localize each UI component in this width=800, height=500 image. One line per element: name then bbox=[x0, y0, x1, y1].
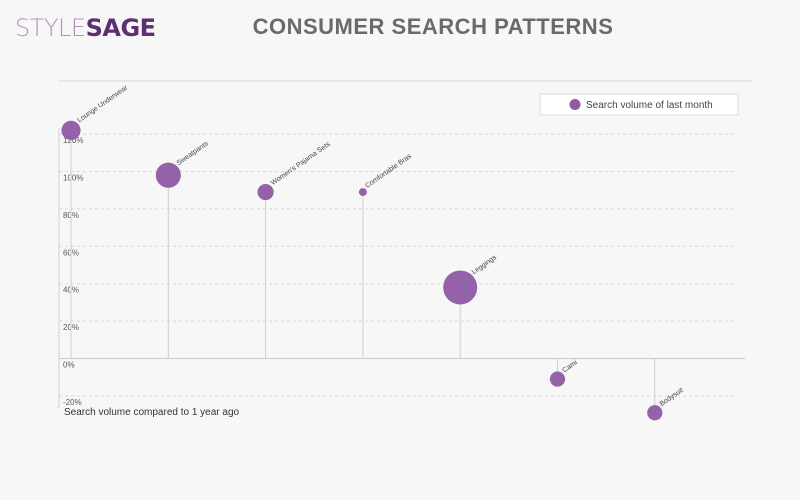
data-bubble[interactable] bbox=[257, 183, 274, 201]
data-bubble[interactable] bbox=[549, 371, 566, 387]
data-label: Sweatpants bbox=[176, 140, 210, 167]
legend-box bbox=[539, 93, 739, 116]
data-label: Women's Pajama Sets bbox=[270, 141, 332, 187]
bubble-layer bbox=[61, 120, 663, 421]
legend: Search volume of last month bbox=[539, 93, 739, 116]
data-bubble[interactable] bbox=[155, 162, 181, 188]
y-tick-label: 0% bbox=[63, 361, 75, 370]
data-label: Lounge Underwear bbox=[76, 84, 129, 124]
data-label: Leggings bbox=[471, 254, 499, 276]
y-tick-label: -20% bbox=[63, 398, 82, 407]
stylesage-logo: STYLESAGE bbox=[15, 14, 156, 42]
data-bubble[interactable] bbox=[358, 188, 367, 197]
y-tick-label: 100% bbox=[63, 174, 83, 183]
x-axis-label: Search volume compared to 1 year ago bbox=[64, 407, 240, 418]
data-bubble[interactable] bbox=[443, 270, 478, 305]
logo-style-text: STYLE bbox=[15, 14, 86, 42]
grid-layer bbox=[59, 80, 752, 397]
legend-swatch bbox=[569, 99, 581, 110]
y-tick-label: 120% bbox=[63, 136, 83, 145]
legend-label: Search volume of last month bbox=[586, 100, 713, 111]
data-bubble[interactable] bbox=[61, 120, 81, 140]
logo-sage-text: SAGE bbox=[85, 14, 156, 42]
data-label: Cami bbox=[561, 359, 579, 374]
page-title: CONSUMER SEARCH PATTERNS bbox=[252, 14, 614, 39]
data-bubble[interactable] bbox=[647, 405, 663, 421]
data-label: Bodysuit bbox=[659, 387, 685, 408]
stem-layer bbox=[70, 130, 656, 413]
